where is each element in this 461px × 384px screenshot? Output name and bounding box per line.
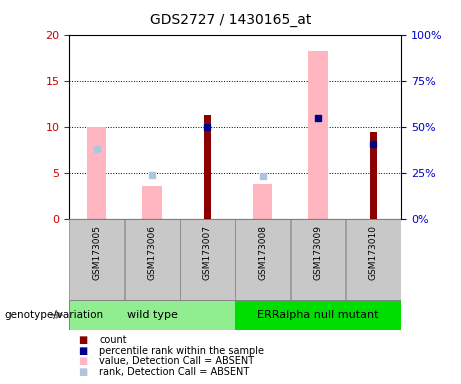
Text: ERRalpha null mutant: ERRalpha null mutant: [257, 310, 379, 320]
Bar: [204, 115, 211, 219]
Bar: [87, 127, 106, 219]
Text: ■: ■: [78, 367, 88, 377]
Text: GSM173006: GSM173006: [148, 225, 157, 280]
Bar: [253, 184, 272, 219]
Text: genotype/variation: genotype/variation: [5, 310, 104, 320]
Text: count: count: [99, 335, 127, 345]
Text: GSM173009: GSM173009: [313, 225, 323, 280]
Text: percentile rank within the sample: percentile rank within the sample: [99, 346, 264, 356]
Bar: [236, 300, 401, 330]
Bar: [236, 219, 290, 300]
Bar: [308, 51, 328, 219]
Text: ■: ■: [78, 346, 88, 356]
Text: value, Detection Call = ABSENT: value, Detection Call = ABSENT: [99, 356, 254, 366]
Text: GSM173010: GSM173010: [369, 225, 378, 280]
Text: GSM173008: GSM173008: [258, 225, 267, 280]
Bar: [142, 186, 162, 219]
Bar: [70, 219, 124, 300]
Text: GSM173007: GSM173007: [203, 225, 212, 280]
Bar: [346, 219, 401, 300]
Bar: [291, 219, 345, 300]
Text: rank, Detection Call = ABSENT: rank, Detection Call = ABSENT: [99, 367, 249, 377]
Text: ■: ■: [78, 356, 88, 366]
Bar: [180, 219, 235, 300]
Bar: [70, 300, 235, 330]
Text: wild type: wild type: [127, 310, 177, 320]
Bar: [370, 132, 377, 219]
Text: ■: ■: [78, 335, 88, 345]
Text: GSM173005: GSM173005: [92, 225, 101, 280]
Text: GDS2727 / 1430165_at: GDS2727 / 1430165_at: [150, 13, 311, 27]
Bar: [125, 219, 179, 300]
